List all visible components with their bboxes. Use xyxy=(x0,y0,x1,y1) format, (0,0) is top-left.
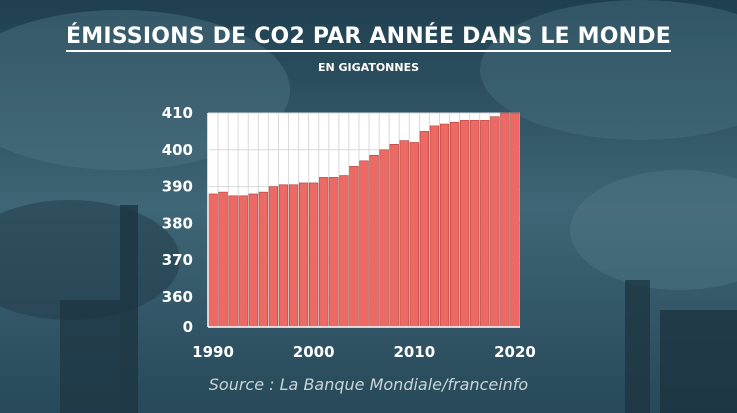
bar-2019 xyxy=(500,112,510,328)
bar-1992 xyxy=(228,195,238,328)
y-tick-label: 360 xyxy=(162,288,193,306)
bar-1999 xyxy=(298,182,309,328)
bar-2015 xyxy=(460,120,470,328)
y-tick-label: 370 xyxy=(162,251,193,269)
chart-title-text: ÉMISSIONS DE CO2 PAR ANNÉE DANS LE MONDE xyxy=(66,24,671,52)
bar-2010 xyxy=(409,142,419,328)
bar-2018 xyxy=(490,116,500,328)
bar-1993 xyxy=(238,195,248,328)
bar-2008 xyxy=(389,143,399,328)
bar-2004 xyxy=(349,166,359,328)
bar-2014 xyxy=(449,121,460,328)
bar-2003 xyxy=(339,175,349,328)
y-tick-label: 0 xyxy=(183,318,193,336)
bar-2011 xyxy=(419,131,430,328)
x-tick-label: 2010 xyxy=(393,343,435,361)
x-tick-label: 2020 xyxy=(494,343,536,361)
chart-subtitle: EN GIGATONNES xyxy=(317,61,420,74)
bar-1990 xyxy=(208,193,218,328)
bar-1995 xyxy=(258,191,268,328)
bar-2006 xyxy=(369,155,379,328)
bar-1991 xyxy=(218,191,228,328)
bar-2001 xyxy=(319,177,329,328)
bar-2012 xyxy=(429,125,440,328)
chart-title: ÉMISSIONS DE CO2 PAR ANNÉE DANS LE MONDE xyxy=(0,24,737,52)
bar-2017 xyxy=(480,120,490,328)
bar-2016 xyxy=(470,120,480,328)
bar-2009 xyxy=(399,140,409,328)
y-tick-label: 400 xyxy=(162,141,193,159)
bar-1994 xyxy=(248,193,258,328)
bar-1996 xyxy=(268,186,279,328)
bar-2007 xyxy=(379,149,389,328)
bar-2000 xyxy=(309,182,319,328)
y-tick-label: 410 xyxy=(162,104,193,122)
source-caption: Source : La Banque Mondiale/franceinfo xyxy=(208,375,529,394)
bar-1997 xyxy=(278,184,289,328)
x-tick-label: 1990 xyxy=(192,343,234,361)
y-tick-label: 380 xyxy=(162,214,193,232)
bar-1998 xyxy=(288,184,299,328)
y-tick-label: 390 xyxy=(162,178,193,196)
bar-2020 xyxy=(510,112,520,328)
bar-2013 xyxy=(439,123,450,328)
bar-2005 xyxy=(359,160,369,328)
x-tick-label: 2000 xyxy=(293,343,335,361)
bar-2002 xyxy=(329,177,339,328)
